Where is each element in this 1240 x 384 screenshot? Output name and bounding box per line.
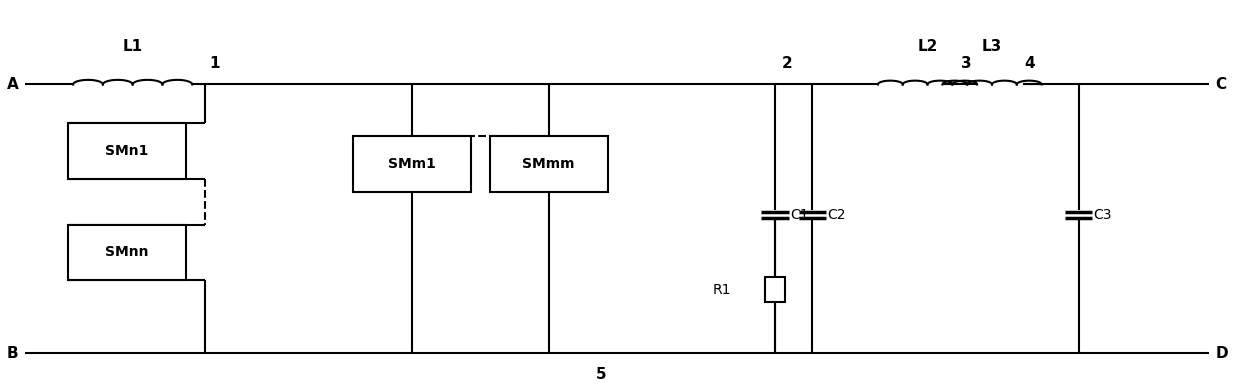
Text: 5: 5: [596, 367, 606, 382]
Text: 2: 2: [782, 56, 792, 71]
Text: 3: 3: [961, 56, 971, 71]
Text: D: D: [1215, 346, 1228, 361]
Text: SMmm: SMmm: [522, 157, 575, 171]
Text: L3: L3: [982, 38, 1002, 54]
Text: R1: R1: [713, 283, 732, 297]
Text: B: B: [7, 346, 19, 361]
FancyBboxPatch shape: [765, 277, 785, 303]
FancyBboxPatch shape: [68, 225, 186, 280]
FancyBboxPatch shape: [68, 123, 186, 179]
Text: L2: L2: [918, 38, 937, 54]
Text: A: A: [7, 77, 19, 92]
FancyBboxPatch shape: [490, 136, 608, 192]
Text: C2: C2: [827, 208, 846, 222]
Text: SMn1: SMn1: [105, 144, 149, 158]
Text: SMnn: SMnn: [105, 245, 149, 260]
Text: 4: 4: [1024, 56, 1034, 71]
Text: C3: C3: [1094, 208, 1112, 222]
Text: C1: C1: [790, 208, 808, 222]
Text: 1: 1: [210, 56, 219, 71]
Text: SMm1: SMm1: [388, 157, 436, 171]
Text: C: C: [1215, 77, 1226, 92]
FancyBboxPatch shape: [353, 136, 471, 192]
Text: L1: L1: [123, 38, 143, 54]
